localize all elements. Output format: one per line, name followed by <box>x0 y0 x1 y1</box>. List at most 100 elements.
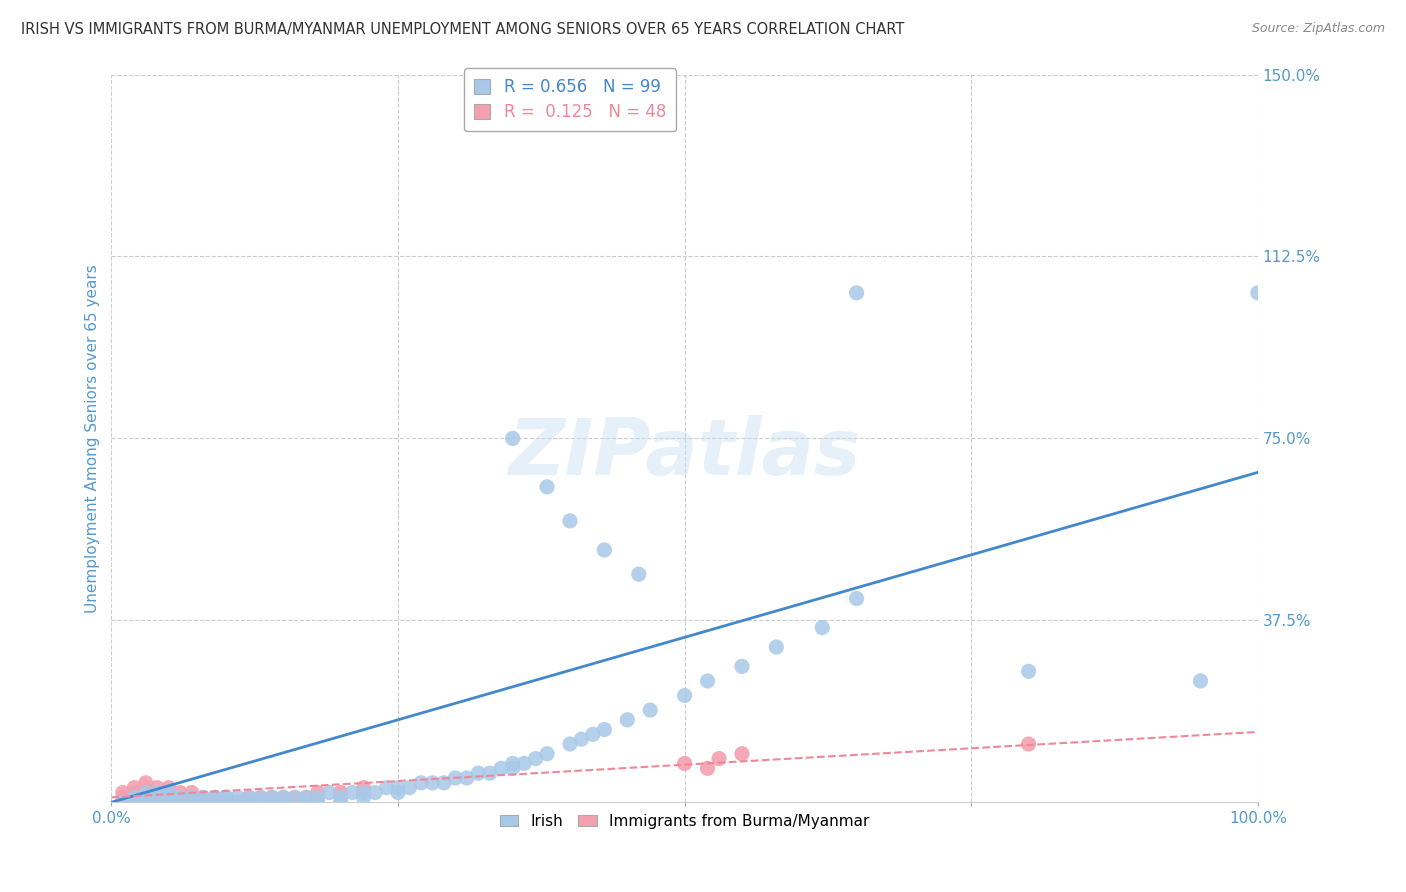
Point <box>124 795 146 809</box>
Point <box>135 786 157 800</box>
Point <box>273 790 295 805</box>
Point <box>765 640 787 654</box>
Point <box>673 756 696 771</box>
Point <box>146 790 169 805</box>
Point <box>238 790 260 805</box>
Point <box>273 790 295 805</box>
Point <box>329 795 352 809</box>
Point <box>226 795 249 809</box>
Point <box>249 790 271 805</box>
Point <box>135 780 157 795</box>
Point <box>273 795 295 809</box>
Point <box>135 790 157 805</box>
Point <box>524 751 547 765</box>
Point <box>845 285 868 300</box>
Point <box>204 795 226 809</box>
Point <box>146 780 169 795</box>
Point <box>124 795 146 809</box>
Point <box>146 795 169 809</box>
Point <box>340 786 363 800</box>
Point <box>169 795 191 809</box>
Point <box>582 727 605 741</box>
Point <box>191 790 214 805</box>
Point <box>627 567 650 582</box>
Point <box>169 786 191 800</box>
Point <box>215 790 238 805</box>
Point <box>364 786 387 800</box>
Point <box>191 795 214 809</box>
Point <box>238 790 260 805</box>
Point <box>135 790 157 805</box>
Point <box>1018 737 1040 751</box>
Point <box>260 790 283 805</box>
Point <box>226 795 249 809</box>
Point <box>731 659 754 673</box>
Point <box>536 747 558 761</box>
Point <box>249 795 271 809</box>
Point <box>204 790 226 805</box>
Point <box>845 591 868 606</box>
Point <box>191 795 214 809</box>
Point <box>513 756 536 771</box>
Point <box>191 795 214 809</box>
Point <box>135 795 157 809</box>
Point <box>169 790 191 805</box>
Point <box>353 786 375 800</box>
Point <box>157 795 180 809</box>
Point <box>696 673 718 688</box>
Point <box>295 790 318 805</box>
Point <box>157 795 180 809</box>
Text: ZIPatlas: ZIPatlas <box>509 415 860 491</box>
Point <box>146 795 169 809</box>
Point <box>169 795 191 809</box>
Point <box>673 689 696 703</box>
Point <box>146 790 169 805</box>
Point <box>1189 673 1212 688</box>
Point <box>215 795 238 809</box>
Point <box>1018 665 1040 679</box>
Point <box>433 776 456 790</box>
Point <box>329 786 352 800</box>
Point <box>146 786 169 800</box>
Point <box>157 786 180 800</box>
Point <box>180 795 202 809</box>
Point <box>1247 285 1270 300</box>
Point <box>146 795 169 809</box>
Point <box>169 790 191 805</box>
Text: Source: ZipAtlas.com: Source: ZipAtlas.com <box>1251 22 1385 36</box>
Point <box>124 780 146 795</box>
Point <box>318 786 340 800</box>
Point <box>146 795 169 809</box>
Point <box>387 786 409 800</box>
Point <box>398 780 420 795</box>
Point <box>226 790 249 805</box>
Point <box>249 790 271 805</box>
Point <box>180 790 202 805</box>
Point <box>135 795 157 809</box>
Point <box>295 790 318 805</box>
Legend: Irish, Immigrants from Burma/Myanmar: Irish, Immigrants from Burma/Myanmar <box>494 807 876 835</box>
Point <box>169 795 191 809</box>
Point <box>295 795 318 809</box>
Point <box>157 795 180 809</box>
Point <box>146 786 169 800</box>
Point <box>593 543 616 558</box>
Point <box>353 780 375 795</box>
Point <box>180 790 202 805</box>
Point <box>502 431 524 445</box>
Point <box>307 790 329 805</box>
Point <box>536 480 558 494</box>
Point <box>238 795 260 809</box>
Point <box>238 795 260 809</box>
Point <box>180 786 202 800</box>
Point <box>811 621 834 635</box>
Point <box>571 732 593 747</box>
Point <box>157 780 180 795</box>
Point <box>260 795 283 809</box>
Y-axis label: Unemployment Among Seniors over 65 years: Unemployment Among Seniors over 65 years <box>86 264 100 613</box>
Point <box>215 795 238 809</box>
Point <box>638 703 661 717</box>
Point <box>422 776 444 790</box>
Point <box>111 786 134 800</box>
Point <box>616 713 638 727</box>
